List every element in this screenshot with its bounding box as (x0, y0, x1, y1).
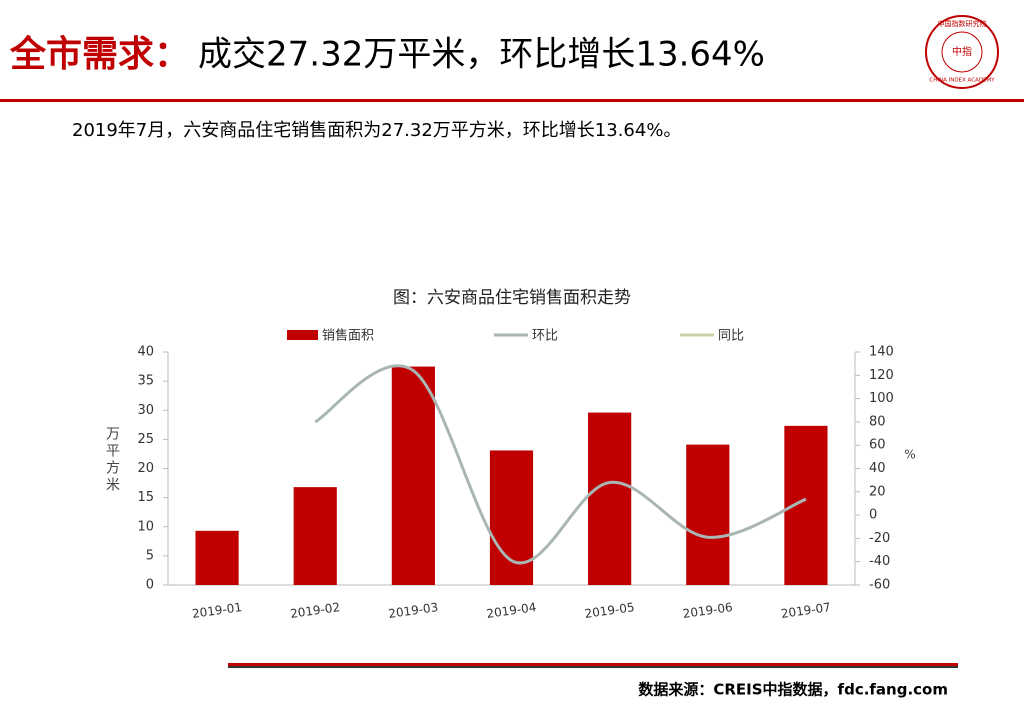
y-tick-label: 5 (146, 548, 154, 563)
footer-shadow (228, 666, 958, 668)
y2-tick-label: 120 (869, 368, 894, 383)
logo-inner (941, 31, 983, 73)
y2-tick-label: 0 (869, 508, 877, 523)
x-tick-label: 2019-02 (289, 600, 341, 621)
legend-label: 同比 (718, 329, 744, 344)
chart-title: 图：六安商品住宅销售面积走势 (393, 288, 631, 308)
bar (391, 366, 435, 585)
legend-swatch (287, 330, 318, 340)
x-tick-label: 2019-03 (387, 600, 439, 621)
y-tick-label: 40 (137, 345, 154, 360)
y-tick-label: 20 (137, 461, 154, 476)
y2-tick-label: -60 (869, 578, 890, 593)
bar (686, 444, 730, 585)
y-tick-label: 10 (137, 519, 154, 534)
y-tick-label: 30 (137, 403, 154, 418)
footer-rule (228, 663, 958, 666)
header-rule (0, 99, 1024, 102)
y2-tick-label: -40 (869, 554, 890, 569)
y-axis-label: 万平方米 (104, 426, 120, 494)
logo: 中国指数研究院 中指 CHINA INDEX ACADEMY (925, 15, 999, 89)
source: 数据来源：CREIS中指数据，fdc.fang.com (638, 681, 948, 699)
legend-label: 销售面积 (322, 328, 374, 344)
bar (588, 412, 632, 585)
y2-tick-label: -20 (869, 531, 890, 546)
legend-label: 环比 (532, 329, 558, 344)
y-tick-label: 15 (137, 490, 154, 505)
y-tick-label: 25 (137, 432, 154, 447)
y2-axis-label: % (904, 448, 915, 462)
y-tick-label: 0 (146, 578, 154, 593)
y-tick-label: 35 (137, 374, 154, 389)
title-label: 全市需求： (9, 33, 190, 75)
y2-tick-label: 140 (869, 345, 894, 360)
y2-tick-label: 60 (869, 438, 886, 453)
y2-tick-label: 20 (869, 484, 886, 499)
x-tick-label: 2019-07 (780, 600, 832, 621)
summary: 2019年7月，六安商品住宅销售面积为27.32万平方米，环比增长13.64%。 (72, 120, 681, 141)
x-tick-label: 2019-01 (191, 600, 243, 621)
bar (489, 450, 534, 585)
x-tick-label: 2019-04 (486, 600, 538, 621)
bar (293, 487, 337, 585)
x-tick-label: 2019-05 (584, 600, 636, 621)
x-tick-label: 2019-06 (682, 600, 734, 621)
line (314, 364, 807, 565)
title: 成交27.32万平米，环比增长13.64% (198, 35, 765, 75)
y2-tick-label: 40 (869, 461, 886, 476)
y2-tick-label: 100 (869, 391, 894, 406)
logo-center: 中指 (952, 45, 972, 58)
logo-text: CHINA INDEX ACADEMY (929, 78, 995, 84)
logo-ring (925, 15, 999, 89)
bar (195, 530, 239, 585)
logo-top: 中国指数研究院 (938, 19, 987, 28)
y2-tick-label: 80 (869, 414, 886, 429)
